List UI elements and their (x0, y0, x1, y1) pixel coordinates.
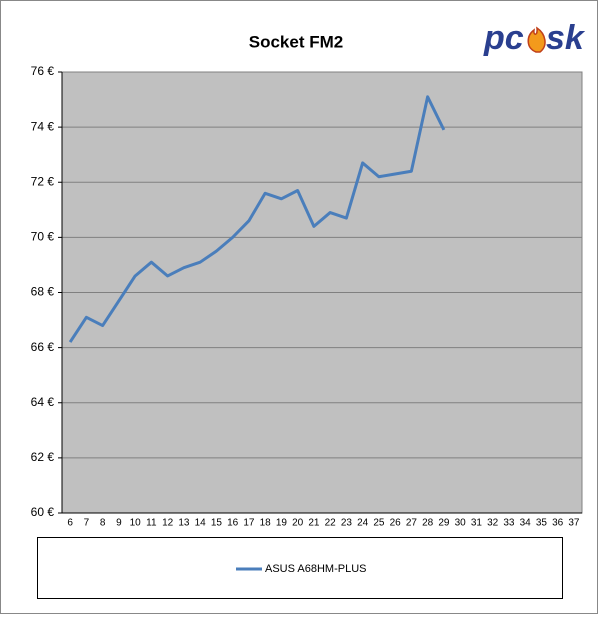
logo-right: sk (546, 19, 586, 57)
x-tick-label: 6 (67, 518, 73, 529)
x-tick-label: 7 (84, 518, 90, 529)
x-tick-label: 11 (146, 518, 157, 529)
y-tick-label: 70 € (31, 230, 55, 244)
y-tick-label: 76 € (31, 64, 55, 78)
x-tick-label: 26 (390, 518, 402, 529)
legend-box (37, 537, 563, 599)
x-tick-label: 21 (308, 518, 320, 529)
x-tick-label: 13 (178, 518, 190, 529)
x-tick-label: 37 (568, 518, 580, 529)
x-tick-label: 35 (536, 518, 548, 529)
y-tick-label: 74 € (31, 119, 55, 133)
x-tick-label: 20 (292, 518, 304, 529)
x-tick-label: 18 (260, 518, 272, 529)
logo-left: pc (483, 19, 524, 57)
x-tick-label: 25 (373, 518, 385, 529)
x-tick-label: 36 (552, 518, 564, 529)
chart-title: Socket FM2 (249, 32, 343, 51)
x-tick-label: 8 (100, 518, 106, 529)
x-tick-label: 23 (341, 518, 353, 529)
x-tick-label: 10 (130, 518, 142, 529)
x-tick-label: 19 (276, 518, 288, 529)
x-tick-label: 33 (503, 518, 515, 529)
x-tick-label: 24 (357, 518, 369, 529)
y-tick-label: 72 € (31, 174, 55, 188)
x-tick-label: 16 (227, 518, 239, 529)
x-tick-label: 15 (211, 518, 223, 529)
x-tick-label: 28 (422, 518, 434, 529)
y-tick-label: 60 € (31, 505, 55, 519)
x-tick-label: 30 (455, 518, 467, 529)
x-tick-label: 32 (487, 518, 499, 529)
y-tick-label: 66 € (31, 340, 55, 354)
y-tick-label: 68 € (31, 285, 55, 299)
series-line (68, 95, 446, 343)
x-tick-label: 27 (406, 518, 418, 529)
x-tick-label: 17 (243, 518, 255, 529)
y-tick-label: 62 € (31, 450, 55, 464)
x-tick-label: 29 (438, 518, 450, 529)
y-tick-label: 64 € (31, 395, 55, 409)
logo-flame (527, 26, 546, 53)
logo: pc sk (483, 19, 586, 57)
x-tick-label: 31 (471, 518, 483, 529)
x-tick-label: 9 (116, 518, 122, 529)
x-tick-label: 12 (162, 518, 174, 529)
x-tick-label: 14 (195, 518, 207, 529)
legend-label: ASUS A68HM-PLUS (265, 563, 366, 575)
x-tick-label: 34 (520, 518, 532, 529)
x-tick-label: 22 (325, 518, 337, 529)
